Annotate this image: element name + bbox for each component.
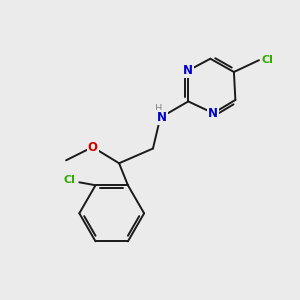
Text: Cl: Cl — [261, 55, 273, 65]
Text: N: N — [157, 111, 167, 124]
Text: Cl: Cl — [63, 175, 75, 185]
Text: N: N — [208, 107, 218, 120]
Text: O: O — [88, 141, 98, 154]
Text: H: H — [155, 104, 163, 114]
Text: N: N — [183, 64, 193, 77]
